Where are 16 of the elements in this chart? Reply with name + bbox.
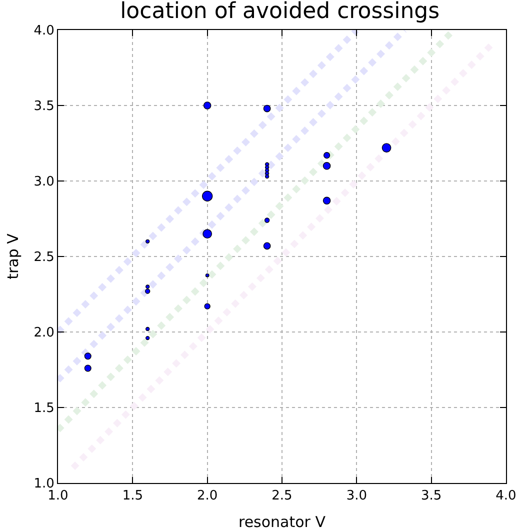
x-tick-label: 1.5 [122, 488, 144, 504]
x-tick-label: 3.0 [346, 488, 368, 504]
x-axis-title: resonator V [238, 513, 326, 531]
y-tick-label: 2.5 [34, 250, 54, 266]
x-tick-label: 1.0 [48, 488, 68, 504]
y-tick-label: 3.5 [34, 99, 54, 114]
x-tick-label: 3.5 [420, 488, 442, 504]
y-axis-title: trap V [4, 232, 22, 280]
x-tick-label: 4.0 [496, 488, 516, 504]
x-tick-label: 2.0 [196, 488, 218, 504]
chart-title: location of avoided crossings [120, 0, 440, 24]
y-tick-label: 1.5 [34, 401, 54, 416]
x-tick-label: 2.5 [272, 488, 292, 504]
y-tick-label: 4.0 [34, 24, 54, 39]
y-tick-label: 2.0 [34, 326, 54, 341]
y-tick-label: 3.0 [34, 174, 54, 190]
